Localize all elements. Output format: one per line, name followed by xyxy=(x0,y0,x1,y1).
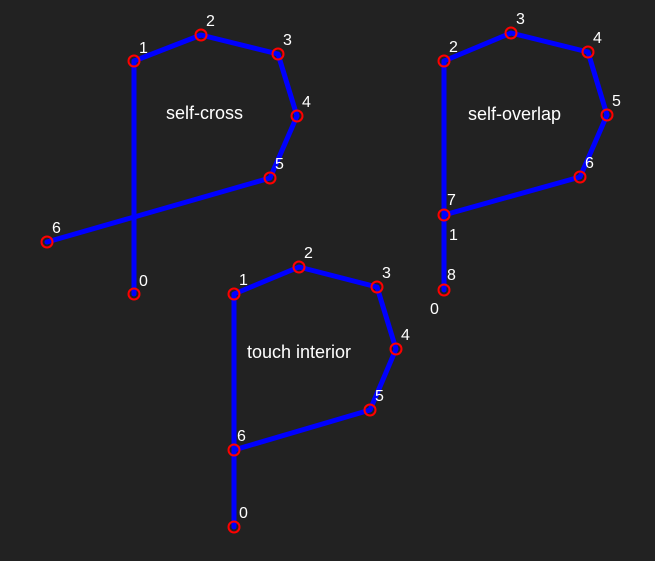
touch-interior-vertex-2 xyxy=(292,260,306,274)
touch-interior-label-1: 1 xyxy=(239,272,248,289)
self-overlap-title: self-overlap xyxy=(468,104,561,124)
touch-interior-label-5: 5 xyxy=(375,388,384,405)
touch-interior-vertex-1 xyxy=(227,287,241,301)
touch-interior-vertex-4 xyxy=(389,342,403,356)
self-overlap-vertex-0 xyxy=(437,283,451,297)
self-overlap-label-5: 5 xyxy=(612,93,621,110)
touch-interior-title: touch interior xyxy=(247,342,351,362)
self-overlap-label-0: 0 xyxy=(430,301,439,318)
touch-interior-vertex-6 xyxy=(227,443,241,457)
self-cross-label-3: 3 xyxy=(283,32,292,49)
touch-interior-diagram: 0 1 2 3 4 5 6 touch interior xyxy=(227,245,410,534)
touch-interior-polyline xyxy=(231,264,399,530)
self-cross-vertex-3 xyxy=(271,47,285,61)
self-cross-diagram: 0 1 2 3 4 5 6 self-cross xyxy=(40,13,311,301)
touch-interior-vertex-3 xyxy=(370,280,384,294)
self-overlap-label-7: 7 xyxy=(447,192,456,209)
self-overlap-label-4: 4 xyxy=(593,30,602,47)
touch-interior-label-6: 6 xyxy=(237,428,246,445)
self-overlap-label-2: 2 xyxy=(449,39,458,56)
touch-interior-label-2: 2 xyxy=(304,245,313,262)
self-overlap-vertex-4 xyxy=(581,45,595,59)
self-overlap-vertex-6 xyxy=(573,170,587,184)
self-cross-vertex-1 xyxy=(127,54,141,68)
touch-interior-label-0: 0 xyxy=(239,505,248,522)
self-overlap-label-3: 3 xyxy=(516,11,525,28)
self-cross-label-0: 0 xyxy=(139,273,148,290)
self-cross-vertex-5 xyxy=(263,171,277,185)
touch-interior-label-4: 4 xyxy=(401,327,410,344)
self-overlap-polyline xyxy=(441,30,610,293)
self-overlap-diagram: 0 1 2 3 4 5 6 7 8 self-overlap xyxy=(430,11,621,318)
self-cross-vertex-0 xyxy=(127,287,141,301)
self-cross-vertex-4 xyxy=(290,109,304,123)
self-overlap-label-6: 6 xyxy=(585,155,594,172)
touch-interior-vertex-5 xyxy=(363,403,377,417)
self-overlap-vertex-1 xyxy=(437,208,451,222)
touch-interior-vertex-0 xyxy=(227,520,241,534)
self-overlap-vertex-5 xyxy=(600,108,614,122)
self-cross-label-4: 4 xyxy=(302,94,311,111)
self-cross-label-5: 5 xyxy=(275,156,284,173)
self-overlap-vertex-2 xyxy=(437,54,451,68)
self-cross-label-6: 6 xyxy=(52,220,61,237)
touch-interior-label-3: 3 xyxy=(382,265,391,282)
self-overlap-label-8: 8 xyxy=(447,267,456,284)
self-cross-polyline xyxy=(44,32,300,297)
self-cross-vertex-6 xyxy=(40,235,54,249)
self-overlap-label-1: 1 xyxy=(449,227,458,244)
self-cross-title: self-cross xyxy=(166,103,243,123)
self-overlap-vertex-3 xyxy=(504,26,518,40)
self-cross-label-1: 1 xyxy=(139,40,148,57)
self-cross-label-2: 2 xyxy=(206,13,215,30)
self-cross-vertex-2 xyxy=(194,28,208,42)
